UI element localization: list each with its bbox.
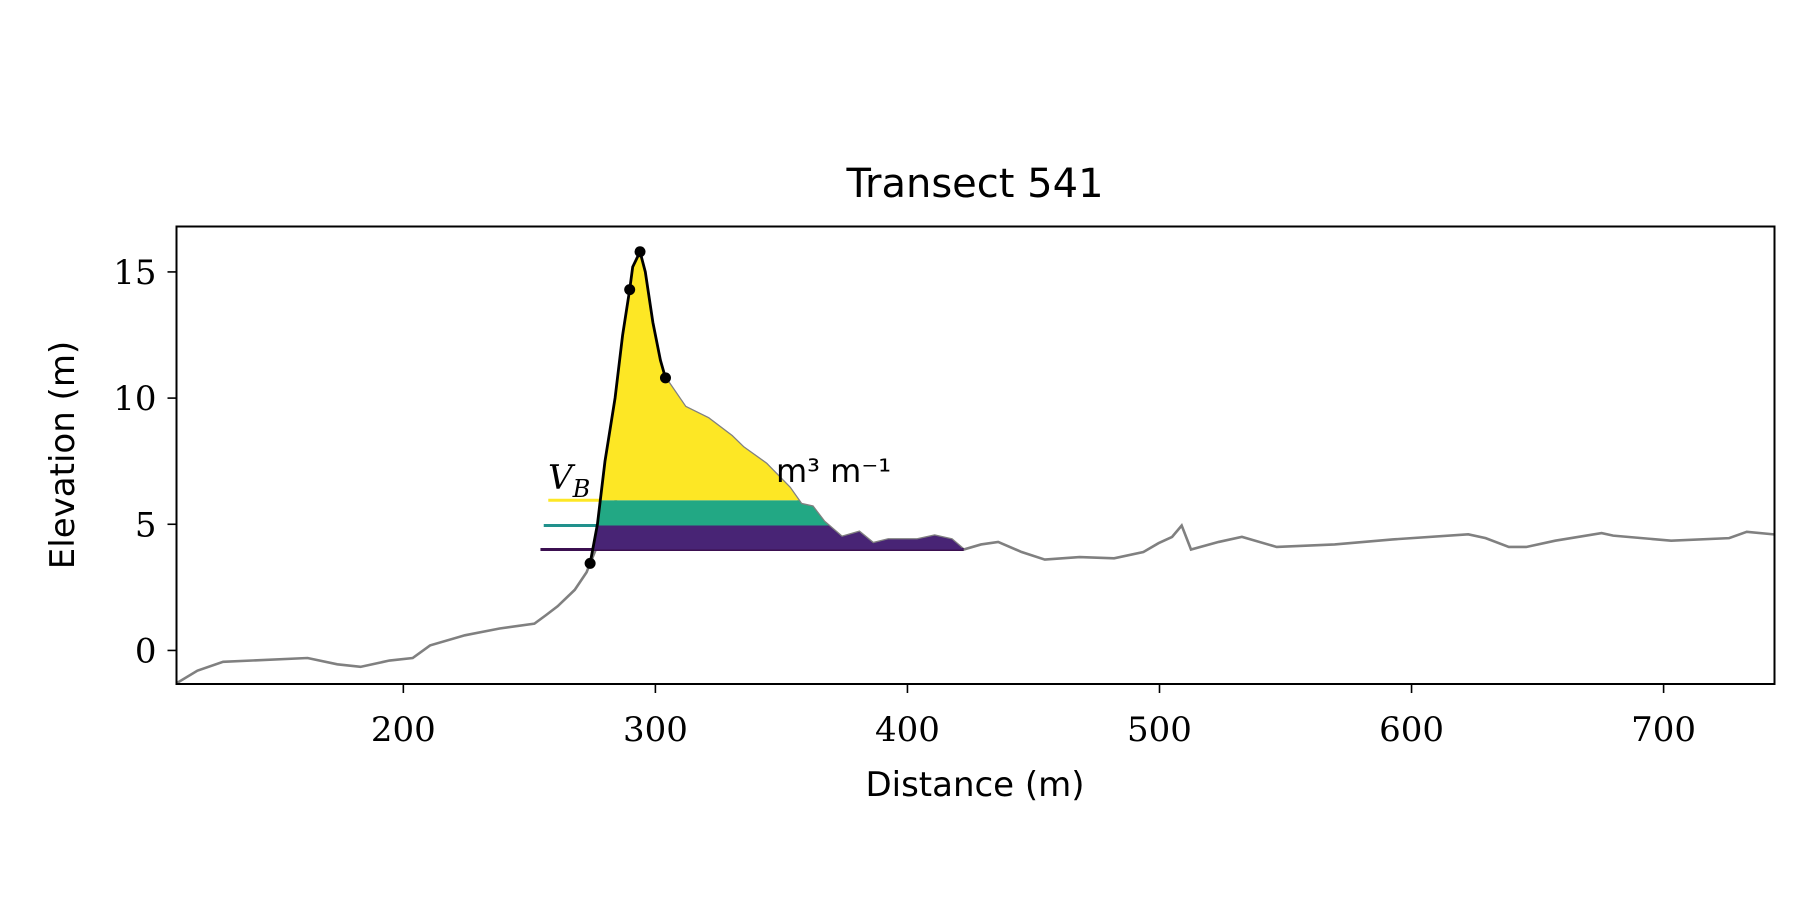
feature-point [659, 372, 671, 384]
x-tick-label: 600 [1379, 710, 1444, 750]
plot-frame [175, 225, 1776, 685]
profile-line [176, 375, 1774, 684]
volume-band [600, 251, 799, 501]
y-tick-label: 10 [113, 379, 156, 419]
feature-point [624, 284, 636, 296]
volume-band [592, 525, 964, 550]
plot-area [176, 246, 1774, 684]
x-tick-label: 500 [1127, 710, 1192, 750]
y-tick-label: 15 [113, 253, 156, 293]
x-tick-label: 200 [371, 710, 436, 750]
x-tick-label: 700 [1631, 710, 1696, 750]
annotation: VB [548, 458, 590, 503]
x-axis-label: Distance (m) [865, 765, 1084, 805]
y-tick-label: 5 [135, 505, 157, 545]
x-tick-label: 300 [623, 710, 688, 750]
volume-band [597, 500, 829, 526]
dune-line [588, 247, 667, 564]
y-tick-label: 0 [135, 631, 157, 671]
annotation-unit: m³ m⁻¹ [776, 452, 891, 490]
annotation-sub: B [572, 475, 591, 503]
feature-point [634, 246, 646, 258]
annotation-main: V [548, 458, 576, 498]
feature-point [584, 557, 596, 569]
chart-title: Transect 541 [845, 161, 1103, 207]
y-axis-label: Elevation (m) [43, 341, 83, 569]
x-tick-label: 400 [875, 710, 940, 750]
